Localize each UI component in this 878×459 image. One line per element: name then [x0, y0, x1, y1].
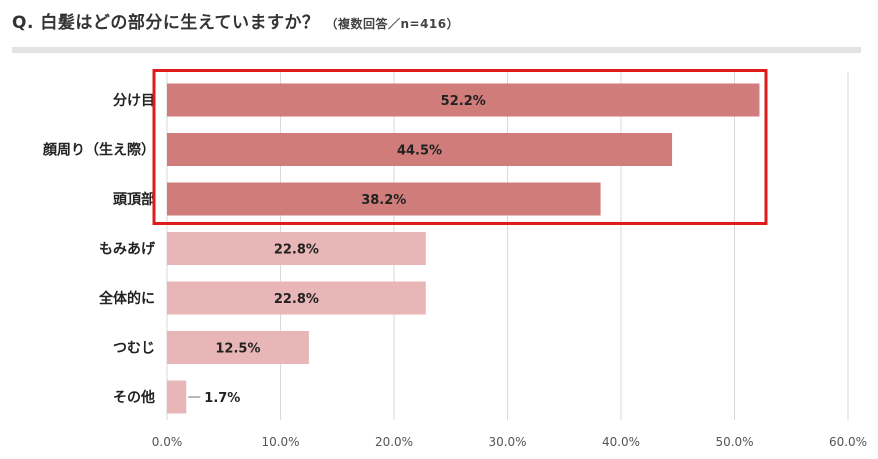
category-label: もみあげ — [99, 242, 156, 258]
category-label: 頭頂部 — [113, 191, 155, 208]
value-label: 1.7% — [204, 391, 240, 406]
bar — [167, 232, 426, 265]
bar — [167, 331, 309, 364]
category-label: 全体的に — [98, 290, 155, 307]
chart-title-text: Q. 白髪はどの部分に生えていますか？ — [12, 13, 320, 33]
x-tick-label: 50.0% — [715, 435, 753, 449]
title-underline — [12, 47, 861, 53]
chart-subtitle: （複数回答／n=416） — [325, 17, 460, 31]
bar — [167, 83, 760, 117]
bar — [167, 281, 426, 315]
category-label: 分け目 — [113, 93, 155, 109]
x-tick-label: 60.0% — [829, 435, 867, 449]
x-tick-label: 40.0% — [602, 435, 640, 449]
bars — [167, 83, 760, 414]
chart-title: Q. 白髪はどの部分に生えていますか？ （複数回答／n=416） — [12, 8, 459, 36]
bar — [167, 182, 601, 216]
value-label: 12.5% — [215, 342, 260, 357]
value-label: 22.8% — [274, 243, 319, 258]
value-label: 44.5% — [397, 144, 442, 159]
x-axis: 0.0% 10.0% 20.0% 30.0% 40.0% 50.0% 60.0% — [152, 435, 867, 449]
category-label: その他 — [113, 389, 155, 406]
bar — [167, 380, 187, 414]
x-tick-label: 10.0% — [261, 435, 299, 449]
value-label: 52.2% — [441, 94, 486, 109]
category-label: 顔周り（生え際） — [42, 142, 155, 159]
labels: 分け目 52.2% 顔周り（生え際） 44.5% 頭頂部 38.2% もみあげ 22.8% 全体… — [42, 93, 486, 406]
x-tick-label: 20.0% — [375, 435, 413, 449]
x-tick-label: 30.0% — [488, 435, 526, 449]
bar — [167, 133, 673, 166]
value-label: 22.8% — [274, 292, 319, 307]
x-tick-label: 0.0% — [152, 435, 183, 449]
highlight-box — [152, 69, 768, 225]
category-label: つむじ — [113, 341, 155, 357]
value-label: 38.2% — [361, 193, 406, 208]
